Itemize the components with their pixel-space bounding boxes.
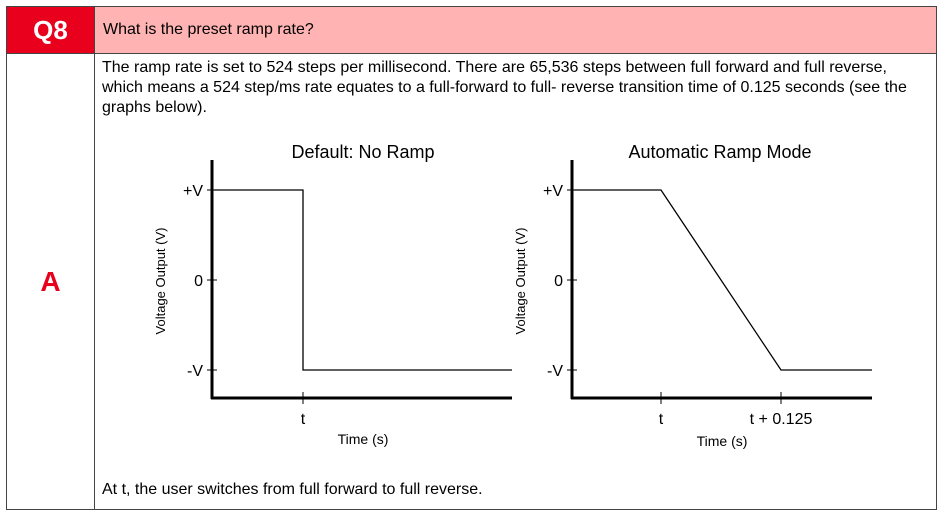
chart1-y-tick-label: +V — [183, 183, 203, 200]
answer-label: A — [40, 265, 61, 297]
row-divider — [7, 53, 936, 54]
chart1-y-tick-label: -V — [187, 363, 203, 380]
chart2-x-tick-label: t + 0.125 — [750, 411, 813, 428]
chart2-y-tick-label: 0 — [554, 273, 563, 290]
column-divider — [94, 53, 95, 509]
chart2-y-axis-label: Voltage Output (V) — [513, 228, 528, 335]
chart1-title: Default: No Ramp — [291, 142, 434, 162]
qa-table: Q8 What is the preset ramp rate? A The r… — [6, 6, 937, 510]
chart2-y-tick-label: -V — [547, 363, 563, 380]
chart2-x-axis-label: Time (s) — [697, 433, 748, 449]
question-text: What is the preset ramp rate? — [94, 7, 936, 53]
chart1-y-tick-label: 0 — [194, 273, 203, 290]
chart1-x-axis-label: Time (s) — [338, 431, 389, 447]
chart2-x-tick-label: t — [659, 411, 664, 428]
chart2-title: Automatic Ramp Mode — [628, 142, 811, 162]
answer-text: The ramp rate is set to 524 steps per mi… — [102, 59, 907, 116]
chart2-y-tick-label: +V — [543, 183, 563, 200]
answer-footer: At t, the user switches from full forwar… — [102, 481, 483, 498]
chart1-voltage-line — [214, 189, 512, 371]
chart1-y-axis-label: Voltage Output (V) — [153, 228, 168, 335]
chart1-x-tick-label: t — [301, 411, 306, 428]
chart2-voltage-line — [574, 189, 872, 371]
question-label: Q8 — [7, 7, 94, 53]
